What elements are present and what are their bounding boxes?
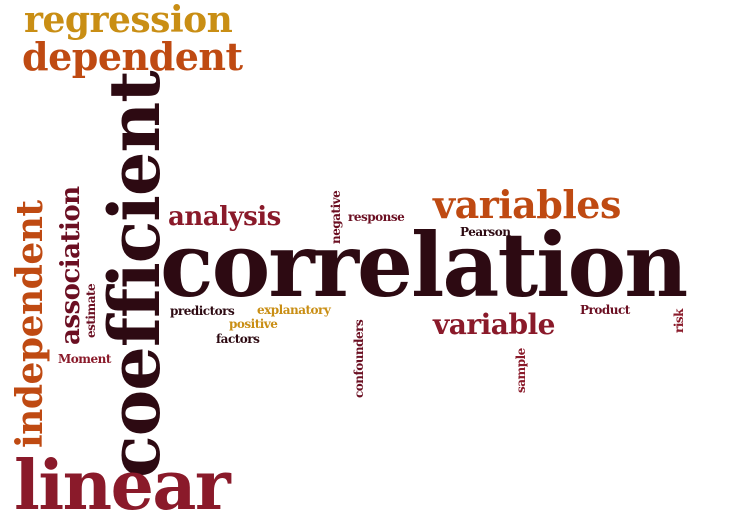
word-sample: sample xyxy=(514,348,528,393)
word-risk: risk xyxy=(672,309,686,333)
word-confounders: confounders xyxy=(352,319,366,398)
word-product: Product xyxy=(580,303,630,317)
word-dependent: dependent xyxy=(22,34,243,79)
word-predictors: predictors xyxy=(170,304,235,318)
word-variables: variables xyxy=(433,182,621,227)
word-regression: regression xyxy=(24,0,233,41)
word-pearson: Pearson xyxy=(460,225,511,239)
word-response: response xyxy=(348,210,405,224)
word-factors: factors xyxy=(216,332,260,346)
word-correlation: correlation xyxy=(160,213,688,317)
word-moment: Moment xyxy=(58,352,111,366)
word-independent: independent xyxy=(9,200,51,448)
word-linear: linear xyxy=(14,446,231,526)
word-analysis: analysis xyxy=(168,202,281,232)
word-variable: variable xyxy=(433,308,555,341)
word-association: association xyxy=(56,186,86,345)
word-explanatory: explanatory xyxy=(257,303,331,317)
word-positive: positive xyxy=(229,317,278,331)
word-estimate: estimate xyxy=(84,283,98,338)
